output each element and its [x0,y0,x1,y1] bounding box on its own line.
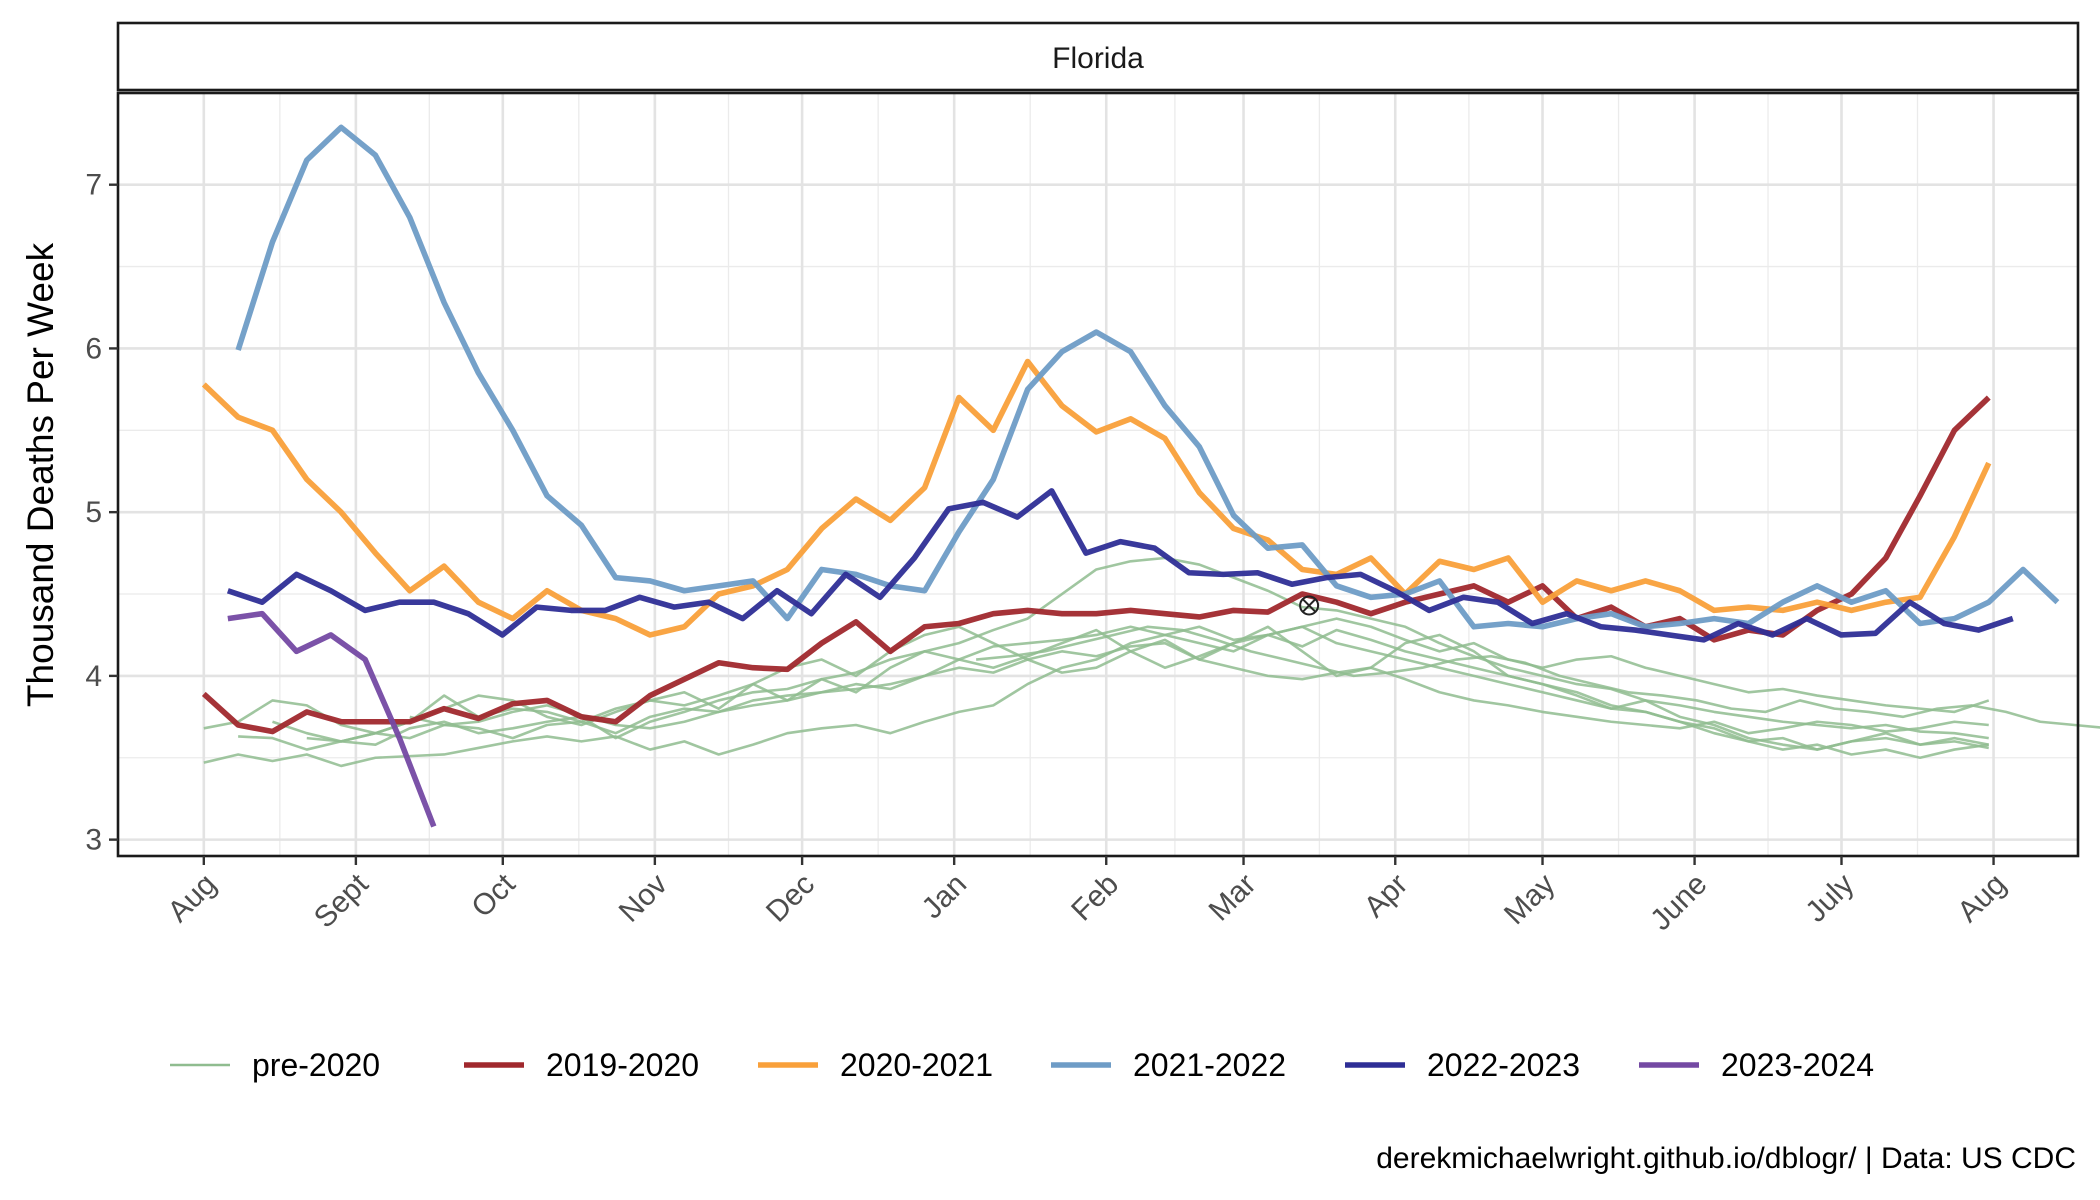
pre-2020-line [409,641,1989,735]
y-tick-label: 6 [85,332,102,365]
marker-layer [1299,595,1320,616]
x-tick-label: Apr [1358,868,1414,924]
x-tick-label: Feb [1065,868,1125,928]
series-lines [201,124,2060,828]
pre-2020-line [203,617,1990,740]
pre-2020-line [976,625,2100,729]
marker-cross [1302,598,1317,613]
legend-item-2023-2024: 2023-2024 [1639,1047,1874,1083]
facet-title: Florida [1052,42,1144,75]
panel-border [116,91,2080,858]
pre-2020-line [203,625,1989,768]
plot-panel [116,91,2100,858]
series-line-2020-2021 [201,358,1992,638]
facet-strip: Florida [116,21,2080,92]
series-line-2019-2020 [201,395,1991,735]
legend-label: 2023-2024 [1721,1047,1874,1083]
legend-item-2022-2023: 2022-2023 [1345,1047,1580,1083]
x-tick-label: Aug [162,868,223,929]
pre-2020-line [238,556,1989,751]
x-tick-label: Mar [1203,868,1263,928]
legend-item-2021-2022: 2021-2022 [1051,1047,1286,1083]
x-tick-label: June [1644,868,1713,937]
series-line-2023-2024 [227,610,437,828]
legend-label: 2021-2022 [1133,1047,1286,1083]
legend-item-2020-2021: 2020-2021 [758,1047,993,1083]
legend-label: pre-2020 [252,1047,380,1083]
x-tick-label: May [1498,868,1561,931]
y-axis: 3 4 5 6 7 [85,169,118,857]
x-tick-label: Oct [465,867,522,924]
legend-label: 2022-2023 [1427,1047,1580,1083]
caption: derekmichaelwright.github.io/dblogr/ | D… [1376,1142,2076,1175]
x-tick-label: Aug [1951,868,2012,929]
y-tick-label: 4 [85,660,102,693]
series-line-2022-2023 [226,488,2014,643]
x-tick-label: Dec [760,868,821,929]
y-tick-label: 3 [85,824,102,857]
y-tick-label: 5 [85,496,102,529]
series-line-2021-2022 [235,124,2060,630]
x-tick-label: July [1799,868,1860,929]
y-tick-label: 7 [85,169,102,202]
legend: pre-2020 2019-2020 2020-2021 2021-2022 2022-… [170,1047,1874,1083]
legend-item-pre-2020: pre-2020 [170,1047,380,1083]
grid-layer [118,93,2078,856]
legend-item-2019-2020: 2019-2020 [464,1047,699,1083]
legend-label: 2019-2020 [546,1047,699,1083]
marker-circle [1299,595,1320,616]
x-tick-label: Nov [613,868,674,929]
x-tick-label: Jan [916,868,974,926]
x-tick-label: Sept [308,867,375,934]
panel-background [118,93,2078,856]
legend-label: 2020-2021 [840,1047,993,1083]
pre-2020-lines [203,556,2100,768]
y-axis-title: Thousand Deaths Per Week [20,242,61,707]
x-axis: Aug Sept Oct Nov Dec Jan Feb Mar Apr May June July A… [162,856,2013,937]
facet-strip-box [116,21,2080,92]
